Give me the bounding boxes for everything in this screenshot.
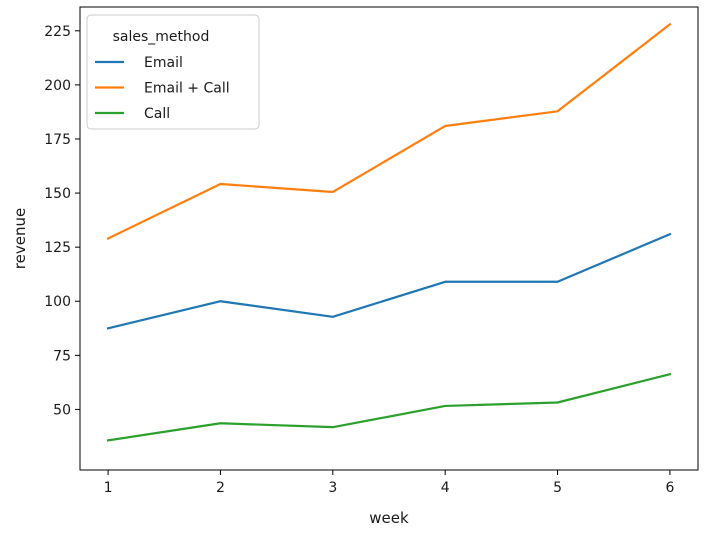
y-tick-label: 75: [53, 348, 71, 364]
y-axis-label: revenue: [11, 208, 29, 269]
legend-title: sales_method: [113, 29, 210, 45]
x-tick-label: 4: [441, 480, 450, 496]
series-line-email-call: [106, 22, 672, 240]
series-line-email: [106, 232, 672, 330]
legend-entries: Email Email + Call Call: [95, 55, 230, 122]
y-tick-label: 150: [44, 186, 71, 202]
x-tick-label: 6: [665, 480, 674, 496]
y-tick-label: 175: [44, 132, 71, 148]
y-tick-label: 100: [44, 294, 71, 310]
legend-label-email: Email: [144, 55, 183, 71]
series-line-call: [106, 372, 672, 442]
x-tick-label: 5: [553, 480, 562, 496]
legend-box: [86, 14, 260, 130]
x-tick-label: 3: [328, 480, 337, 496]
y-tick-label: 225: [44, 24, 71, 40]
legend-label-email-call: Email + Call: [144, 81, 230, 97]
legend: sales_method Email Email + Call Call: [86, 14, 260, 130]
x-tick-label: 2: [216, 480, 225, 496]
plot-spines: [79, 6, 699, 471]
y-tick-label: 125: [44, 240, 71, 256]
x-axis: 1 2 3 4 5 6: [104, 470, 674, 496]
legend-label-call: Call: [144, 106, 170, 122]
y-axis: 50 75 100 125 150 175 200 225: [44, 24, 80, 418]
y-tick-label: 50: [53, 402, 71, 418]
x-axis-label: week: [369, 509, 409, 527]
series-lines: [106, 22, 672, 442]
y-tick-label: 200: [44, 78, 71, 94]
plot-frame: [79, 6, 699, 471]
x-tick-label: 1: [104, 480, 113, 496]
